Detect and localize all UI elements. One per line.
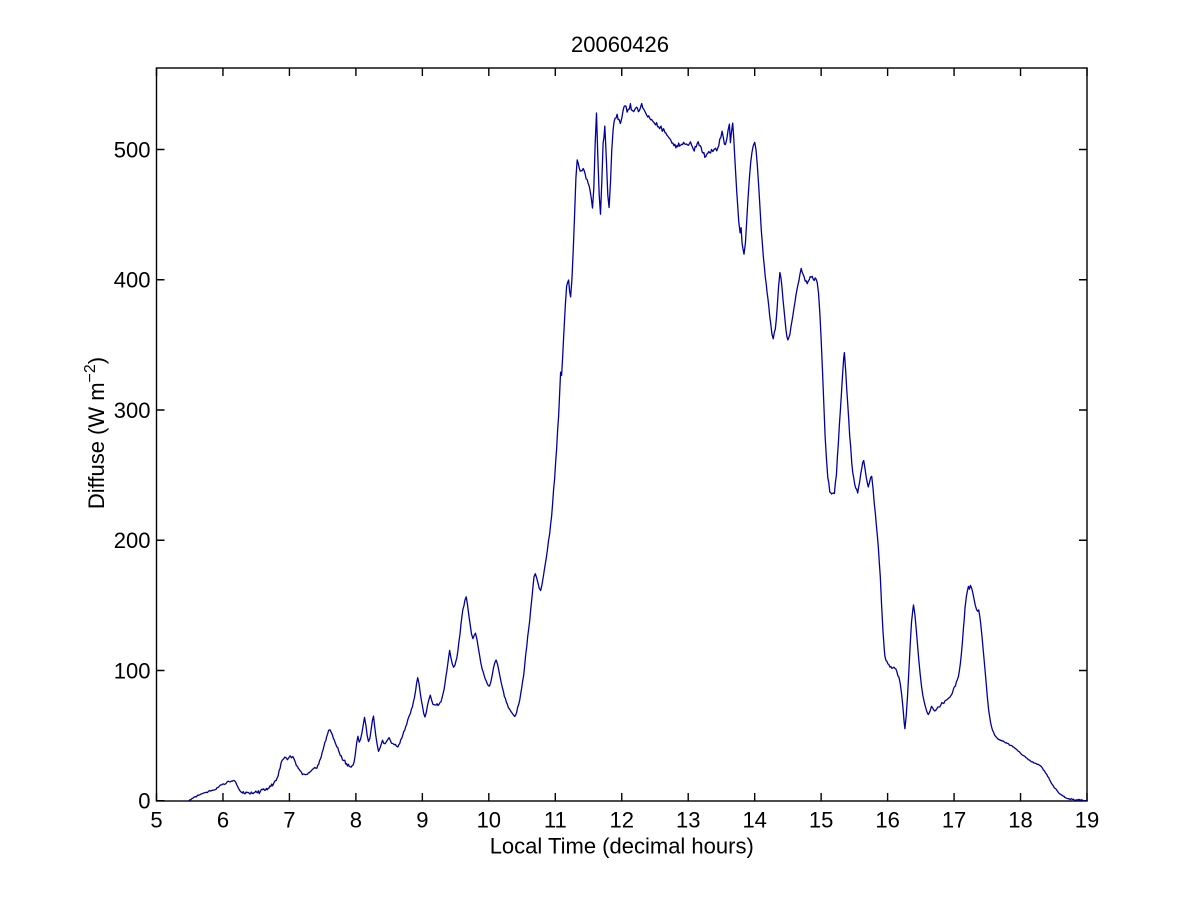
svg-text:19: 19 [1075, 808, 1099, 833]
svg-text:20060426: 20060426 [571, 32, 669, 57]
svg-text:7: 7 [283, 808, 295, 833]
svg-text:200: 200 [114, 528, 151, 553]
svg-text:13: 13 [676, 808, 700, 833]
svg-text:5: 5 [150, 808, 162, 833]
svg-text:Diffuse (W m−2): Diffuse (W m−2) [82, 357, 109, 509]
svg-text:100: 100 [114, 658, 151, 683]
svg-text:Local Time (decimal hours): Local Time (decimal hours) [490, 834, 754, 859]
svg-text:0: 0 [138, 789, 150, 814]
svg-text:300: 300 [114, 398, 151, 423]
svg-text:17: 17 [942, 808, 966, 833]
svg-text:14: 14 [742, 808, 766, 833]
svg-text:9: 9 [416, 808, 428, 833]
svg-text:8: 8 [350, 808, 362, 833]
svg-text:12: 12 [610, 808, 634, 833]
svg-text:500: 500 [114, 137, 151, 162]
svg-text:16: 16 [875, 808, 899, 833]
svg-text:10: 10 [477, 808, 501, 833]
svg-text:15: 15 [809, 808, 833, 833]
svg-text:18: 18 [1008, 808, 1032, 833]
svg-text:11: 11 [544, 808, 567, 833]
svg-text:6: 6 [217, 808, 229, 833]
svg-text:400: 400 [114, 268, 151, 293]
